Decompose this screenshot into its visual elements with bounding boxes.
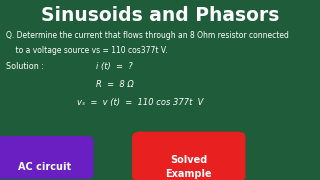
FancyBboxPatch shape [133, 132, 245, 180]
Text: Sinusoids and Phasors: Sinusoids and Phasors [41, 6, 279, 25]
Text: Q. Determine the current that flows through an 8 Ohm resistor connected: Q. Determine the current that flows thro… [6, 31, 289, 40]
Text: to a voltage source vs = 110 cos377t V.: to a voltage source vs = 110 cos377t V. [6, 46, 168, 55]
Text: Solved
Example: Solved Example [165, 155, 212, 179]
Text: R  =  8 Ω: R = 8 Ω [96, 80, 134, 89]
Text: AC circuit: AC circuit [18, 162, 71, 172]
Text: Solution :: Solution : [6, 62, 44, 71]
Text: vₛ  =  v (t)  =  110 cos 377t  V: vₛ = v (t) = 110 cos 377t V [77, 98, 203, 107]
Text: i (t)  =  ?: i (t) = ? [96, 62, 133, 71]
FancyBboxPatch shape [0, 137, 93, 178]
